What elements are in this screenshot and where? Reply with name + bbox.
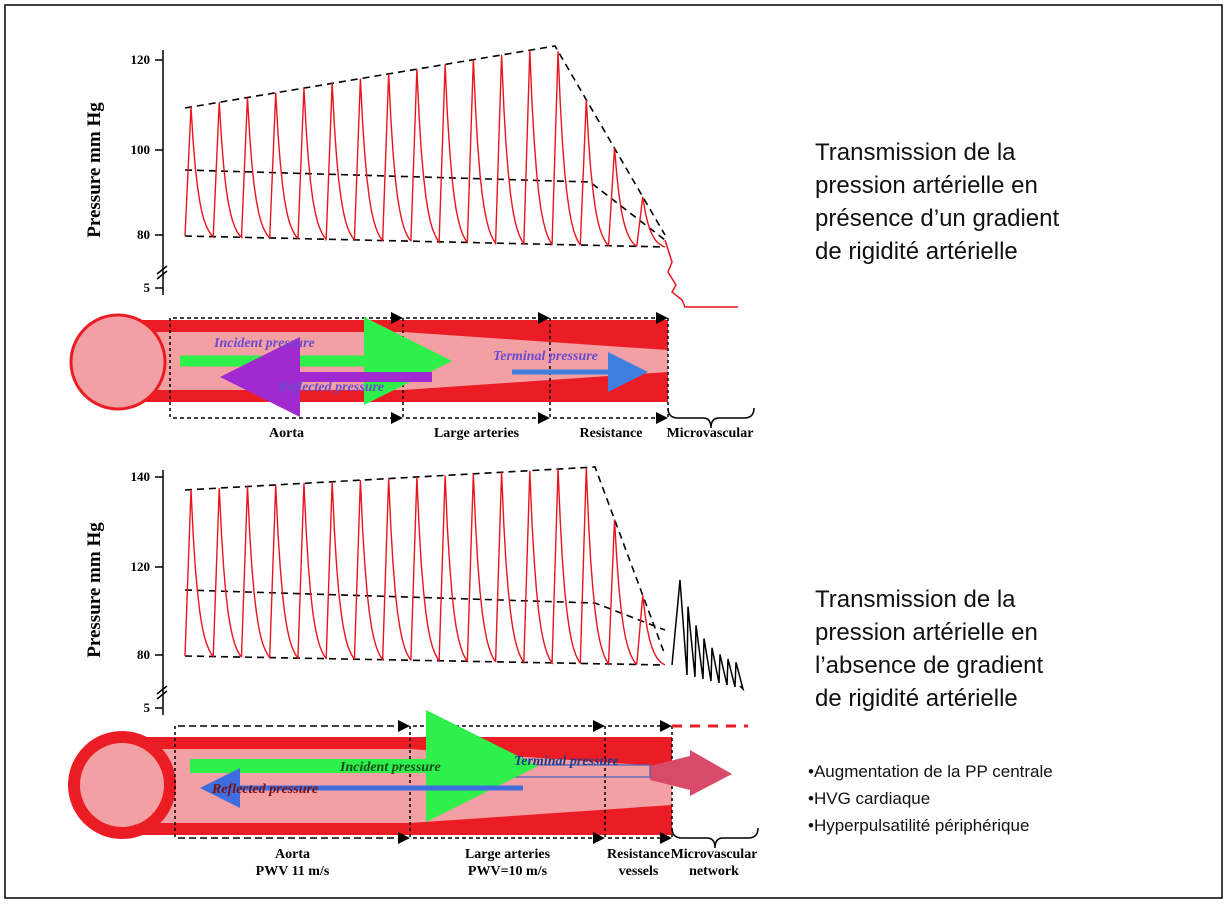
y-tick-label: 140 [131,469,151,484]
caption: Transmission de la [815,586,1016,613]
segment-label: Microvascular [667,426,754,441]
y-tick-label: 120 [131,559,151,574]
heart [69,313,167,411]
pressure-wave [184,50,666,248]
terminal-arrow [650,750,732,796]
y-axis-label: Pressure mm Hg [84,522,105,658]
envelope [184,589,666,631]
micro-brace [667,407,755,429]
segment-label: Large arteries [434,426,520,441]
y-tick-label: 80 [137,647,150,662]
micro-brace [671,827,759,849]
segment-label: Microvascular [671,847,758,862]
segment-label: Resistance [607,847,670,862]
caption: pression artérielle en [815,619,1038,646]
caption: pression artérielle en [815,172,1038,199]
segment-label: Resistance [580,426,643,441]
micro-wave [664,239,738,308]
micro-wave [671,579,745,692]
pressure-wave [184,467,666,667]
incident-label: Incident pressure [339,760,441,775]
segment-label: Aorta [275,847,310,862]
segment-label: Aorta [269,426,304,441]
segment-label: vessels [619,864,659,879]
vessel-taper [410,749,672,823]
segment-label: Large arteries [465,847,551,862]
heart [68,731,176,839]
segment-label: network [689,864,739,879]
y-axis-label: Pressure mm Hg [84,102,105,238]
envelope [184,655,666,666]
y-tick-label: 80 [137,227,150,242]
y-tick-label: 100 [131,142,151,157]
caption: présence d’un gradient [815,205,1060,232]
caption: Transmission de la [815,139,1016,166]
y-tick-label: 5 [144,700,151,715]
caption: de rigidité artérielle [815,685,1018,712]
bullet: •HVG cardiaque [808,789,930,808]
segment-label: PWV 11 m/s [256,864,330,879]
envelope [184,45,666,236]
vessel-wall [118,390,668,402]
caption: de rigidité artérielle [815,238,1018,265]
y-tick-label: 5 [144,280,151,295]
bullet: •Augmentation de la PP centrale [808,762,1053,781]
incident-label: Incident pressure [213,336,315,351]
terminal-label: Terminal pressure [493,349,598,364]
envelope [184,466,666,656]
terminal-label: Terminal pressure [514,754,619,769]
caption: l’absence de gradient [815,652,1043,679]
reflected-label: Reflected pressure [211,782,318,797]
bullet: •Hyperpulsatilité périphérique [808,816,1029,835]
axis-break [156,265,168,280]
vessel-wall [118,320,668,332]
segment-label: PWV=10 m/s [468,864,548,879]
vessel-wall [122,823,672,835]
axis-break [156,685,168,700]
reflected-label: Reflected pressure [277,380,384,395]
vessel-wall [122,737,672,749]
envelope [184,235,666,248]
y-tick-label: 120 [131,52,151,67]
